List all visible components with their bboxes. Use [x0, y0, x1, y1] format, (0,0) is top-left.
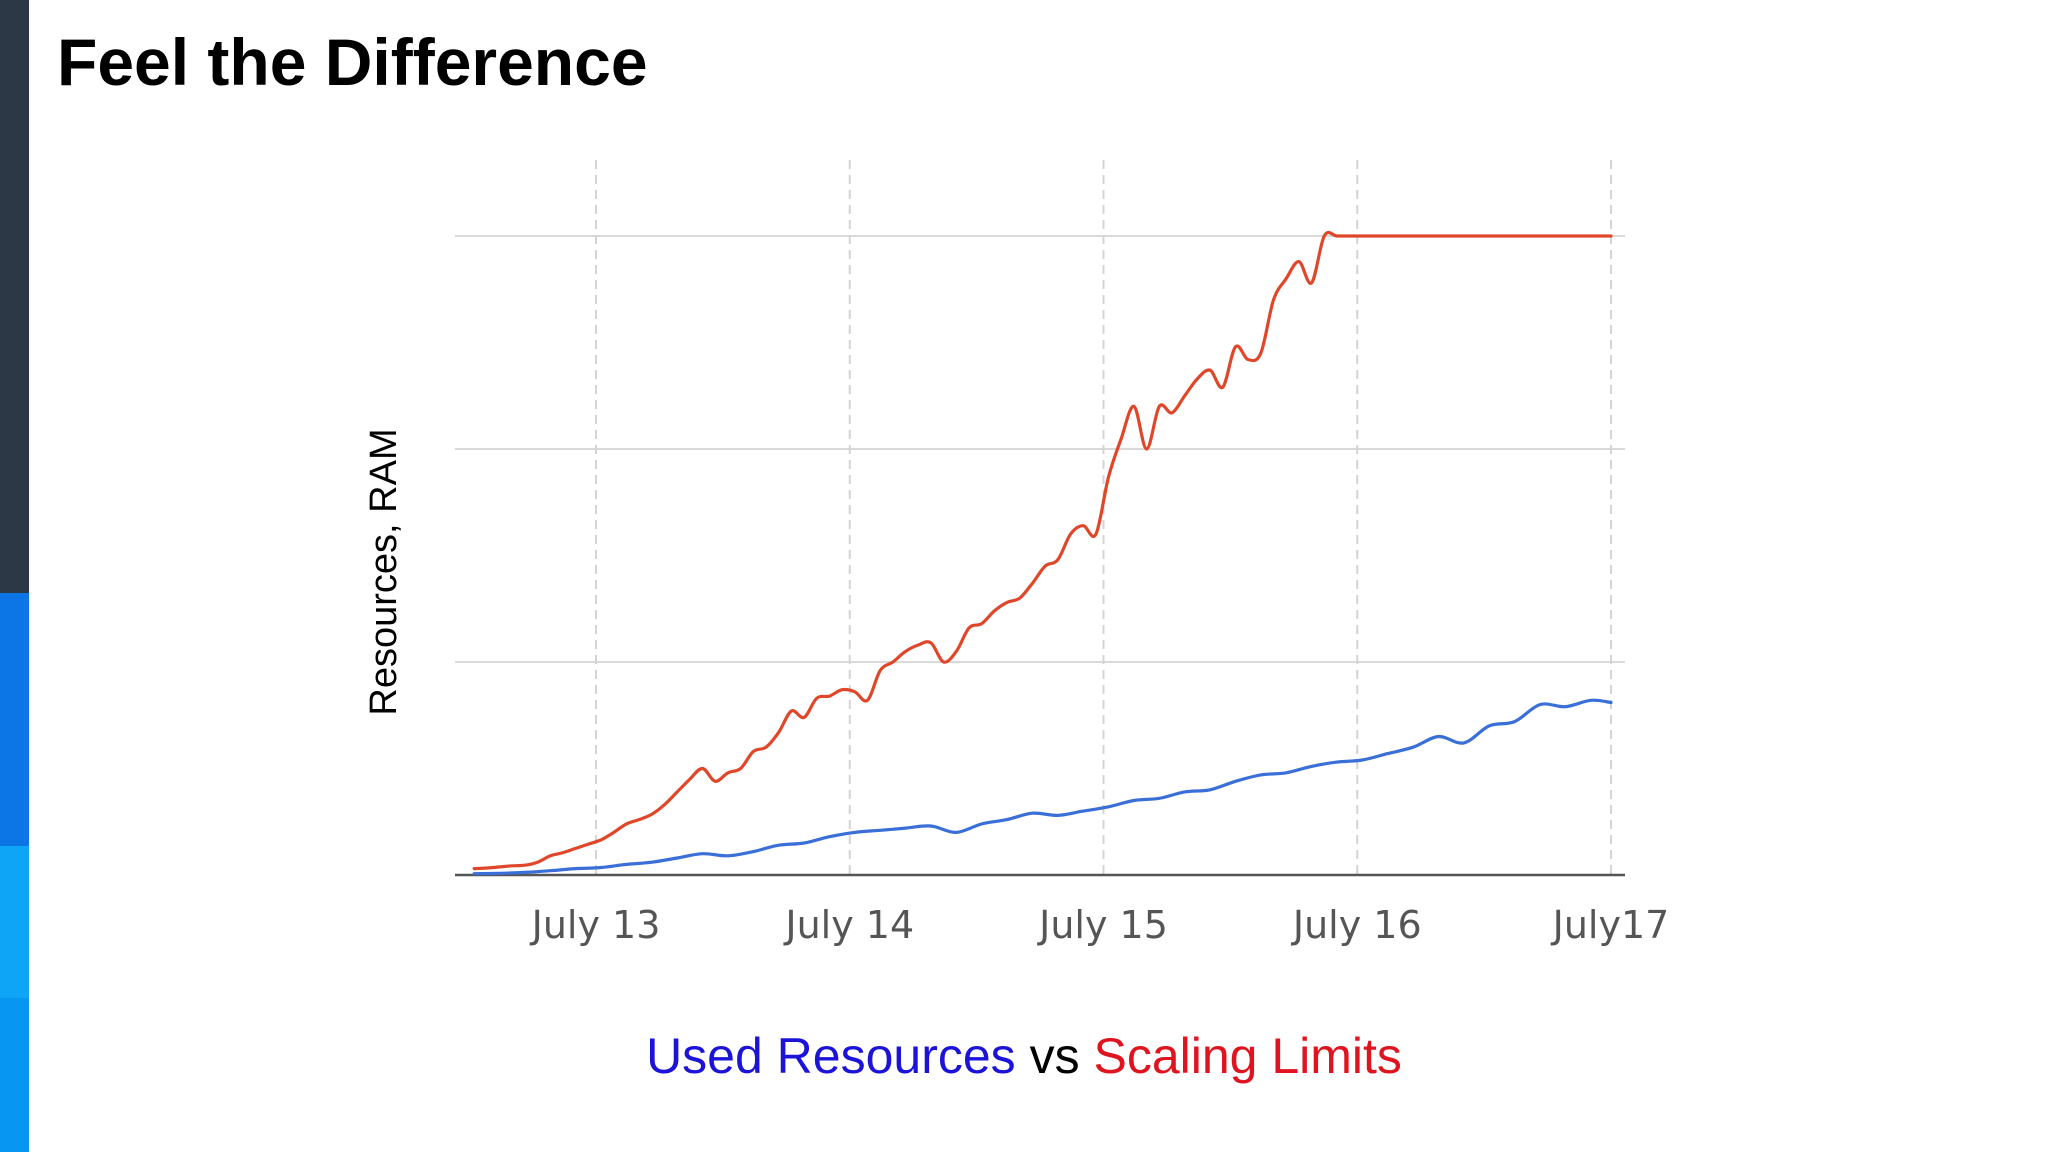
sidebar-accent [0, 0, 29, 1152]
x-tick-label: July 16 [1291, 903, 1422, 947]
caption-vs: vs [1029, 1028, 1080, 1084]
y-axis-label: Resources, RAM [363, 428, 405, 715]
x-tick-label: July 15 [1037, 903, 1168, 947]
caption-used-resources: Used Resources [646, 1028, 1016, 1084]
caption-scaling-limits: Scaling Limits [1093, 1028, 1402, 1084]
x-tick-label: July17 [1551, 903, 1670, 947]
x-tick-label: July 13 [530, 903, 661, 947]
sidebar-stripe-blue [0, 593, 29, 846]
series-line-used-resources [472, 698, 1613, 876]
x-tick-label: July 14 [783, 903, 914, 947]
sidebar-stripe-dark [0, 0, 29, 593]
chart-caption: Used Resources vs Scaling Limits [0, 1026, 2048, 1086]
sidebar-stripe-sky [0, 998, 29, 1152]
series-line-scaling-limits [472, 230, 1613, 871]
sidebar-stripe-cyan [0, 846, 29, 998]
slide-title: Feel the Difference [57, 25, 648, 99]
